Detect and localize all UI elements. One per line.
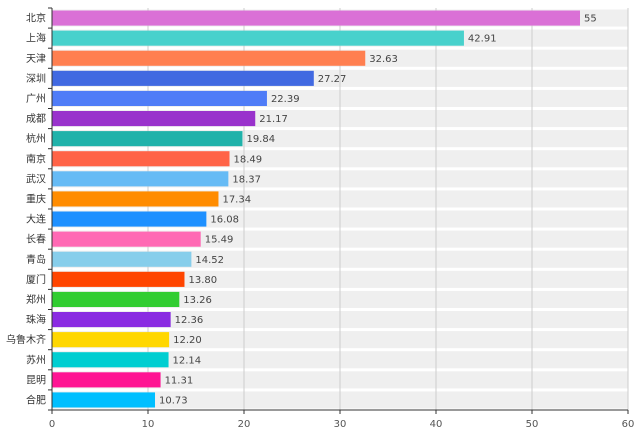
value-label: 12.14 [173, 355, 202, 366]
value-label: 13.26 [183, 295, 212, 306]
category-label: 青岛 [26, 253, 46, 266]
value-label: 16.08 [210, 215, 239, 226]
bar[interactable] [52, 171, 229, 187]
category-label: 武汉 [26, 172, 46, 185]
bar[interactable] [52, 70, 314, 86]
bar[interactable] [52, 50, 366, 66]
bar[interactable] [52, 352, 169, 368]
bar[interactable] [52, 111, 256, 127]
category-label: 南京 [26, 152, 46, 165]
category-label: 上海 [26, 32, 46, 45]
category-label: 珠海 [26, 313, 46, 326]
bars [52, 10, 580, 408]
bar[interactable] [52, 372, 161, 388]
value-label: 11.31 [165, 375, 194, 386]
value-label: 12.20 [173, 335, 202, 346]
category-label: 厦门 [26, 273, 46, 286]
category-labels: 北京上海天津深圳广州成都杭州南京武汉重庆大连长春青岛厦门郑州珠海乌鲁木齐苏州昆明… [6, 12, 46, 407]
bar[interactable] [52, 332, 170, 348]
x-tick-label: 30 [334, 419, 347, 430]
value-label: 22.39 [271, 94, 300, 105]
value-label: 32.63 [369, 54, 398, 65]
bar[interactable] [52, 191, 219, 207]
value-label: 14.52 [195, 255, 224, 266]
value-labels: 55 42.91 32.63 27.27 22.39 21.17 19.84 18.49 18.… [159, 14, 597, 407]
category-label: 成都 [26, 113, 46, 125]
value-label: 42.91 [468, 34, 497, 45]
category-label: 昆明 [26, 374, 46, 386]
value-label: 10.73 [159, 395, 188, 406]
category-label: 重庆 [26, 192, 46, 205]
bar[interactable] [52, 211, 207, 227]
bar[interactable] [52, 291, 180, 307]
value-label: 17.34 [222, 194, 251, 205]
category-label: 郑州 [26, 293, 46, 306]
x-tick-label: 60 [622, 419, 635, 430]
value-label: 13.80 [188, 275, 217, 286]
category-label: 广州 [26, 93, 46, 105]
x-tick-label: 20 [238, 419, 251, 430]
category-label: 杭州 [26, 132, 46, 145]
x-tick-label: 40 [430, 419, 443, 430]
x-tick-label: 0 [49, 419, 55, 430]
value-label: 12.36 [175, 315, 204, 326]
value-label: 27.27 [318, 74, 347, 85]
category-label: 合肥 [26, 393, 46, 406]
value-label: 15.49 [205, 235, 234, 246]
category-label: 北京 [26, 12, 46, 25]
value-label: 21.17 [259, 114, 288, 125]
bar[interactable] [52, 10, 580, 26]
category-label: 大连 [26, 213, 46, 226]
x-tick-label: 50 [526, 419, 539, 430]
category-label: 天津 [26, 53, 46, 65]
gridlines [147, 8, 629, 410]
bar[interactable] [52, 151, 230, 167]
bar[interactable] [52, 30, 464, 46]
value-label: 18.49 [234, 154, 263, 165]
bar[interactable] [52, 392, 156, 408]
value-label: 19.84 [246, 134, 275, 145]
axes: 0 10 20 30 40 50 60 [48, 7, 635, 430]
category-label: 深圳 [26, 73, 46, 85]
bar[interactable] [52, 231, 201, 247]
value-label: 55 [584, 14, 597, 25]
category-label: 苏州 [26, 353, 46, 366]
category-label: 长春 [26, 234, 46, 246]
bar[interactable] [52, 90, 267, 106]
bar[interactable] [52, 271, 185, 287]
bar[interactable] [52, 251, 192, 267]
bar[interactable] [52, 312, 171, 328]
value-label: 18.37 [232, 174, 261, 185]
x-tick-label: 10 [142, 419, 155, 430]
category-label: 乌鲁木齐 [6, 333, 46, 346]
bar[interactable] [52, 131, 243, 147]
